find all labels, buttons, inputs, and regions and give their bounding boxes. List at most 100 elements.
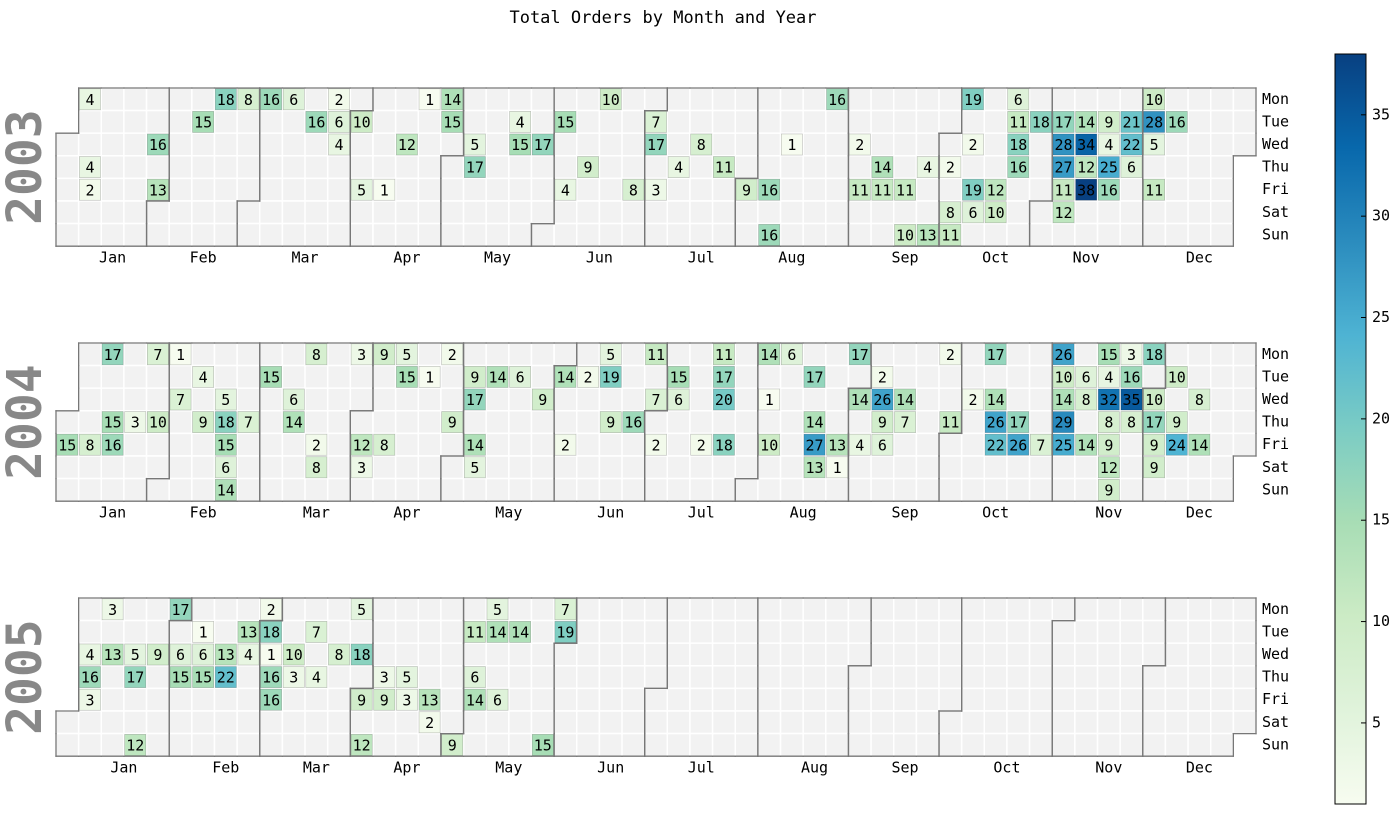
day-cell bbox=[825, 222, 850, 247]
day-cell bbox=[553, 155, 578, 180]
day-cell bbox=[983, 732, 1008, 757]
day-cell bbox=[689, 222, 714, 247]
day-cell bbox=[847, 200, 872, 225]
value-cell bbox=[101, 643, 124, 666]
value-cell bbox=[871, 178, 894, 201]
day-cell bbox=[1209, 455, 1235, 480]
day-cell bbox=[1232, 619, 1257, 644]
day-cell bbox=[213, 710, 238, 735]
day-cell bbox=[892, 642, 918, 667]
day-cell bbox=[349, 477, 374, 502]
day-cell bbox=[417, 432, 442, 457]
day-cell bbox=[621, 597, 646, 622]
day-cell bbox=[689, 477, 714, 502]
cell-label: 18 bbox=[1032, 114, 1050, 132]
cell-label: 11 bbox=[715, 159, 733, 177]
value-cell bbox=[463, 433, 486, 456]
day-cell bbox=[779, 364, 804, 389]
day-cell bbox=[598, 687, 623, 712]
day-cell bbox=[213, 732, 238, 757]
day-cell bbox=[825, 155, 850, 180]
cell-label: 1 bbox=[833, 459, 842, 477]
day-cell bbox=[598, 477, 623, 502]
day-cell bbox=[1096, 665, 1121, 690]
day-cell bbox=[326, 687, 352, 712]
day-cell bbox=[1187, 364, 1212, 389]
value-cell bbox=[1165, 111, 1188, 133]
day-cell bbox=[1209, 477, 1235, 502]
day-cell bbox=[145, 222, 170, 247]
day-cell bbox=[168, 710, 193, 735]
day-cell bbox=[1028, 155, 1053, 180]
day-cell bbox=[236, 665, 261, 690]
cell-label: 16 bbox=[624, 414, 642, 432]
day-cell bbox=[915, 597, 940, 622]
day-cell bbox=[145, 387, 170, 412]
day-cell bbox=[440, 177, 465, 202]
day-cell bbox=[1209, 132, 1235, 157]
day-cell bbox=[530, 687, 555, 712]
day-cell bbox=[779, 222, 804, 247]
day-cell bbox=[372, 222, 397, 247]
cell-label: 8 bbox=[1127, 414, 1136, 432]
value-cell bbox=[101, 433, 124, 456]
cell-label: 18 bbox=[217, 414, 235, 432]
day-cell bbox=[1164, 732, 1189, 757]
day-cell bbox=[145, 432, 170, 457]
cell-label: 2 bbox=[946, 346, 955, 364]
day-cell bbox=[915, 132, 940, 157]
value-cell bbox=[1097, 133, 1120, 156]
day-cell bbox=[553, 665, 578, 690]
value-cell bbox=[1097, 411, 1120, 433]
day-cell bbox=[259, 710, 284, 735]
day-cell bbox=[394, 155, 420, 180]
day-cell bbox=[621, 387, 646, 412]
day-cell bbox=[281, 132, 306, 157]
day-cell bbox=[281, 200, 306, 225]
cell-label: 3 bbox=[402, 691, 411, 709]
day-cell bbox=[1164, 200, 1189, 225]
cell-label: 4 bbox=[85, 646, 94, 664]
cell-label: 14 bbox=[1055, 391, 1073, 409]
day-cell bbox=[191, 200, 216, 225]
value-cell bbox=[554, 366, 577, 388]
value-cell bbox=[441, 411, 464, 433]
value-cell bbox=[1143, 456, 1165, 479]
day-cell bbox=[621, 342, 646, 367]
value-cell bbox=[282, 88, 305, 111]
day-cell bbox=[870, 619, 895, 644]
day-cell bbox=[372, 597, 397, 622]
day-cell bbox=[417, 132, 442, 157]
day-cell bbox=[145, 619, 170, 644]
day-cell bbox=[621, 155, 646, 180]
day-cell bbox=[802, 132, 827, 157]
day-cell bbox=[1074, 410, 1099, 435]
day-cell bbox=[734, 410, 759, 435]
value-cell bbox=[1007, 433, 1030, 456]
value-cell bbox=[1097, 456, 1120, 479]
cell-label: 10 bbox=[149, 414, 167, 432]
day-cell bbox=[711, 109, 736, 134]
value-cell bbox=[962, 178, 984, 201]
cell-label: 5 bbox=[357, 181, 366, 199]
day-cell bbox=[77, 710, 103, 735]
value-cell bbox=[803, 433, 826, 456]
value-cell bbox=[328, 111, 350, 133]
day-cell bbox=[485, 477, 510, 502]
day-cell bbox=[349, 410, 374, 435]
day-cell bbox=[372, 410, 397, 435]
value-cell bbox=[282, 643, 305, 666]
day-cell bbox=[621, 87, 646, 112]
day-cell bbox=[802, 109, 827, 134]
cell-label: 9 bbox=[199, 414, 208, 432]
value-cell bbox=[192, 111, 215, 133]
cell-label: 9 bbox=[448, 737, 457, 755]
value-cell bbox=[962, 133, 984, 156]
cell-label: 16 bbox=[104, 436, 122, 454]
day-cell bbox=[734, 665, 759, 690]
cell-label: 14 bbox=[285, 414, 303, 432]
value-cell bbox=[803, 366, 826, 388]
day-cell bbox=[983, 364, 1008, 389]
day-cell bbox=[576, 687, 601, 712]
cell-label: 4 bbox=[85, 159, 94, 177]
